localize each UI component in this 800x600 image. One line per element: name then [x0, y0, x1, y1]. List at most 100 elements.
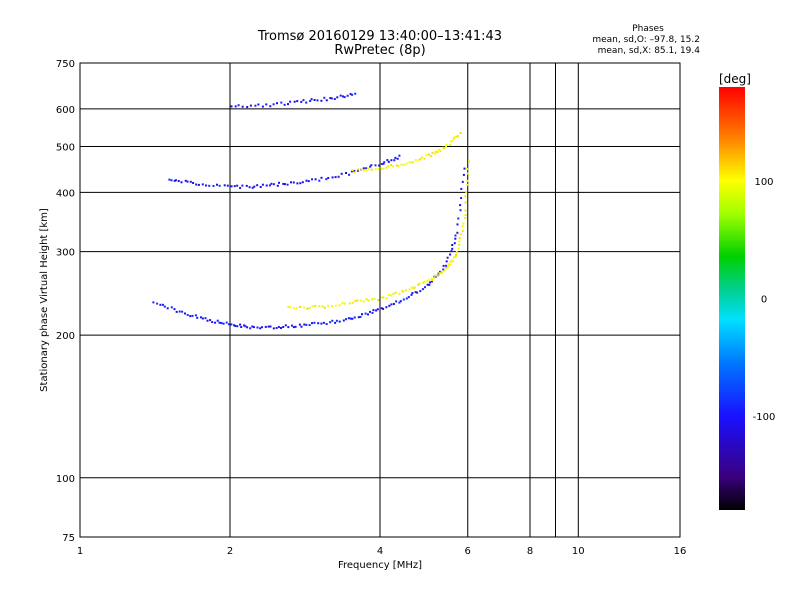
echo-point [440, 272, 443, 275]
echo-point [443, 269, 446, 272]
echo-point [234, 325, 237, 327]
echo-point [449, 260, 452, 263]
echo-point [365, 167, 368, 170]
echo-point [323, 306, 326, 309]
echo-point [360, 168, 363, 171]
echo-point [277, 326, 280, 328]
echo-point [445, 143, 448, 146]
echo-point [287, 326, 290, 329]
echo-point [417, 283, 420, 286]
x-tick-label: 4 [377, 546, 383, 557]
echo-point [468, 160, 470, 163]
echo-point [325, 99, 328, 102]
echo-point [296, 100, 299, 103]
colorbar-label: [deg] [719, 72, 751, 86]
echo-point [408, 288, 411, 291]
echo-point [459, 209, 462, 212]
echo-point [243, 324, 246, 327]
echo-point [191, 314, 194, 317]
echo-point [323, 96, 326, 99]
echo-point [453, 137, 455, 140]
echo-point [246, 326, 249, 329]
echo-point [337, 175, 340, 178]
echo-point [316, 99, 319, 102]
echo-point [186, 314, 189, 316]
y-tick-label: 300 [56, 248, 75, 259]
echo-point [282, 326, 285, 328]
echo-point [388, 304, 391, 307]
echo-point [218, 184, 221, 187]
x-tick-labels: 1 2 4 6 8 10 16 [77, 546, 687, 557]
echo-point [305, 323, 308, 326]
echo-point [436, 151, 439, 154]
echo-point [251, 325, 254, 328]
echo-point [423, 157, 426, 160]
echo-point [465, 191, 468, 194]
echo-point [362, 167, 365, 170]
echo-point [440, 271, 443, 274]
echo-point [249, 104, 252, 107]
echo-point [159, 303, 162, 306]
echo-point [466, 168, 469, 171]
y-tick-label: 750 [56, 59, 75, 70]
echo-point [278, 181, 280, 184]
echo-point [424, 286, 426, 289]
echo-point [308, 324, 311, 327]
echo-point [430, 279, 433, 281]
echo-point [365, 298, 368, 301]
echo-point [430, 277, 433, 280]
echo-point [354, 92, 357, 95]
echo-point [325, 323, 328, 325]
y-tick-label: 75 [62, 533, 75, 544]
echo-point [380, 296, 383, 299]
echo-point [233, 185, 236, 188]
echo-point [189, 315, 192, 318]
echo-point [460, 197, 463, 199]
echo-point [359, 299, 362, 302]
echo-point [339, 94, 342, 97]
echo-point [454, 237, 457, 240]
echo-point [298, 323, 301, 326]
echo-point [447, 263, 450, 266]
echo-point [241, 184, 244, 187]
echo-point [357, 168, 360, 171]
echo-point [370, 168, 373, 171]
echo-point [359, 315, 362, 318]
echo-point [451, 139, 454, 142]
echo-point [256, 184, 259, 187]
echo-point [374, 168, 377, 171]
echo-point [392, 303, 395, 305]
echo-point [464, 209, 467, 212]
echo-point [236, 325, 239, 328]
colorbar-tick-label: 100 [754, 177, 773, 188]
echo-point [310, 98, 313, 101]
echo-point [329, 321, 332, 324]
echo-point [461, 229, 464, 232]
colorbar-tick-label: -100 [753, 412, 776, 423]
echo-point [407, 296, 410, 299]
echo-point [186, 180, 189, 183]
y-axis-label: Stationary phase Virtual Height [km] [39, 208, 50, 392]
echo-point [445, 260, 448, 263]
echo-point [413, 286, 416, 289]
echo-point [462, 173, 465, 176]
echo-point [318, 179, 321, 182]
echo-point [177, 180, 180, 182]
x-axis-label: Frequency [MHz] [338, 560, 422, 571]
echo-point [218, 321, 221, 324]
echo-point [349, 317, 352, 320]
echo-point [220, 322, 223, 325]
echo-point [170, 179, 173, 182]
echo-point [434, 275, 437, 278]
echo-point [261, 326, 263, 329]
echo-point [466, 172, 469, 175]
echo-point [398, 301, 401, 304]
echo-point [363, 169, 365, 172]
echo-point [458, 240, 461, 243]
echo-point [222, 322, 225, 325]
echo-point [343, 96, 346, 99]
echo-point [248, 186, 251, 189]
echo-point [289, 306, 292, 309]
echo-point [443, 147, 446, 149]
